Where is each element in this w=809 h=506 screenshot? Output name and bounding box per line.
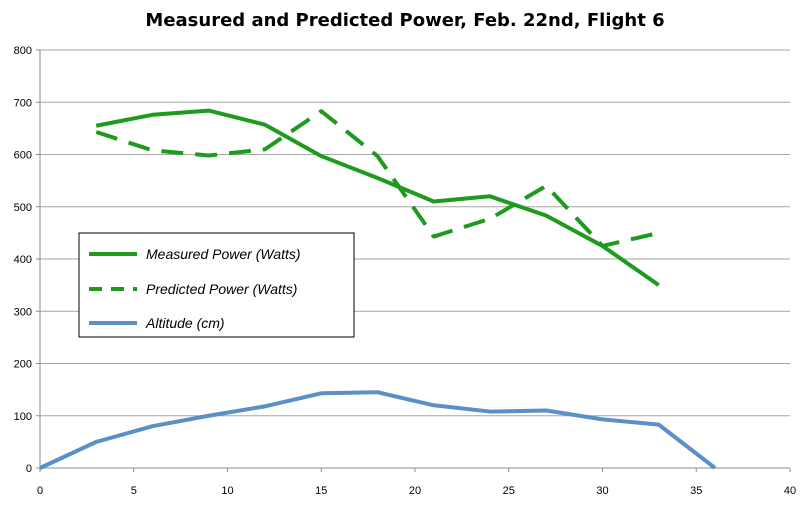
y-tick-label: 200 [14,359,32,371]
legend-label-0: Measured Power (Watts) [146,246,301,262]
y-tick-label: 400 [14,254,32,266]
x-tick-label: 20 [409,485,421,497]
y-axis-ticks: 0 100 200 300 400 500 600 700 800 [14,45,40,475]
y-tick-label: 100 [14,411,32,423]
y-tick-label: 500 [14,202,32,214]
series-line-1 [95,109,660,248]
y-tick-label: 800 [14,45,32,57]
x-tick-label: 5 [131,485,137,497]
y-tick-label: 600 [14,150,32,162]
x-tick-label: 35 [690,485,702,497]
x-axis-ticks: 0 5 10 15 20 25 30 35 40 [37,468,796,497]
x-tick-label: 40 [784,485,796,497]
series-line-0 [95,108,660,287]
series-lines [39,108,717,470]
x-tick-label: 0 [37,485,43,497]
x-tick-label: 30 [596,485,608,497]
legend-label-1: Predicted Power (Watts) [146,281,297,297]
chart-title: Measured and Predicted Power, Feb. 22nd,… [145,10,664,31]
y-tick-label: 300 [14,306,32,318]
legend: Measured Power (Watts) Predicted Power (W… [78,232,355,338]
y-tick-label: 700 [14,97,32,109]
x-tick-label: 25 [503,485,515,497]
x-tick-label: 15 [315,485,327,497]
x-tick-label: 10 [221,485,233,497]
series-line-2 [39,390,717,470]
legend-label-2: Altitude (cm) [145,315,225,331]
legend-box [78,232,355,338]
y-tick-label: 0 [26,463,32,475]
